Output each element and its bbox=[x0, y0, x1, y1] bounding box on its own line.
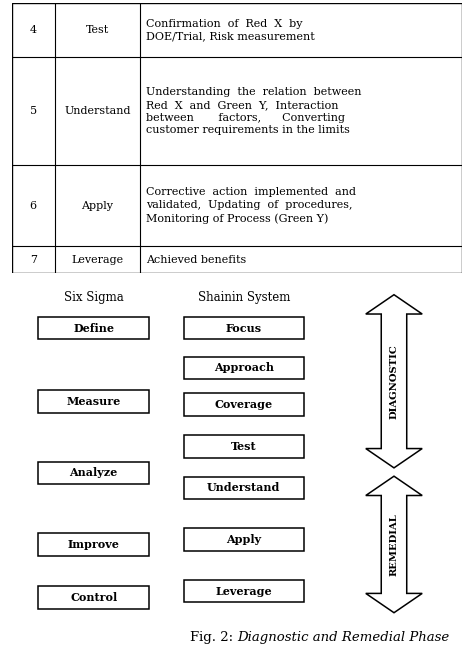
Text: Corrective  action  implemented  and
validated,  Updating  of  procedures,
Monit: Corrective action implemented and valida… bbox=[146, 187, 356, 224]
FancyBboxPatch shape bbox=[183, 435, 304, 458]
Text: Achieved benefits: Achieved benefits bbox=[146, 254, 246, 264]
FancyBboxPatch shape bbox=[12, 3, 462, 273]
FancyBboxPatch shape bbox=[38, 533, 149, 555]
FancyBboxPatch shape bbox=[38, 390, 149, 413]
Text: Approach: Approach bbox=[214, 362, 274, 374]
FancyBboxPatch shape bbox=[38, 462, 149, 484]
Text: 5: 5 bbox=[30, 106, 37, 117]
Text: Leverage: Leverage bbox=[216, 585, 272, 597]
Text: Apply: Apply bbox=[226, 534, 261, 545]
FancyBboxPatch shape bbox=[183, 317, 304, 340]
Text: Focus: Focus bbox=[226, 322, 262, 334]
Text: Leverage: Leverage bbox=[72, 254, 123, 264]
Text: Understanding  the  relation  between
Red  X  and  Green  Y,  Interaction
betwee: Understanding the relation between Red X… bbox=[146, 87, 361, 135]
Text: Six Sigma: Six Sigma bbox=[64, 292, 124, 304]
Text: DIAGNOSTIC: DIAGNOSTIC bbox=[390, 344, 399, 419]
Polygon shape bbox=[366, 476, 422, 613]
Text: Understand: Understand bbox=[207, 482, 281, 494]
Text: Understand: Understand bbox=[64, 106, 131, 117]
Text: Apply: Apply bbox=[82, 200, 113, 210]
Text: 4: 4 bbox=[30, 25, 37, 35]
FancyBboxPatch shape bbox=[183, 393, 304, 416]
FancyBboxPatch shape bbox=[38, 317, 149, 340]
Text: 7: 7 bbox=[30, 254, 37, 264]
Text: Define: Define bbox=[73, 322, 114, 334]
FancyBboxPatch shape bbox=[183, 579, 304, 602]
Text: Control: Control bbox=[70, 592, 117, 603]
Text: Improve: Improve bbox=[68, 539, 119, 550]
Text: Test: Test bbox=[231, 441, 256, 452]
FancyBboxPatch shape bbox=[183, 477, 304, 500]
Text: REMEDIAL: REMEDIAL bbox=[390, 513, 399, 576]
Text: Measure: Measure bbox=[66, 396, 121, 407]
Polygon shape bbox=[366, 295, 422, 468]
Text: Coverage: Coverage bbox=[215, 399, 273, 410]
Text: Fig. 2:: Fig. 2: bbox=[190, 631, 237, 644]
FancyBboxPatch shape bbox=[38, 587, 149, 609]
FancyBboxPatch shape bbox=[183, 528, 304, 551]
Text: 6: 6 bbox=[30, 200, 37, 210]
Text: Shainin System: Shainin System bbox=[198, 292, 290, 304]
Text: Analyze: Analyze bbox=[70, 468, 118, 478]
Text: Diagnostic and Remedial Phase: Diagnostic and Remedial Phase bbox=[237, 631, 449, 644]
Text: Test: Test bbox=[86, 25, 109, 35]
Text: Confirmation  of  Red  X  by
DOE/Trial, Risk measurement: Confirmation of Red X by DOE/Trial, Risk… bbox=[146, 19, 314, 42]
FancyBboxPatch shape bbox=[183, 357, 304, 380]
